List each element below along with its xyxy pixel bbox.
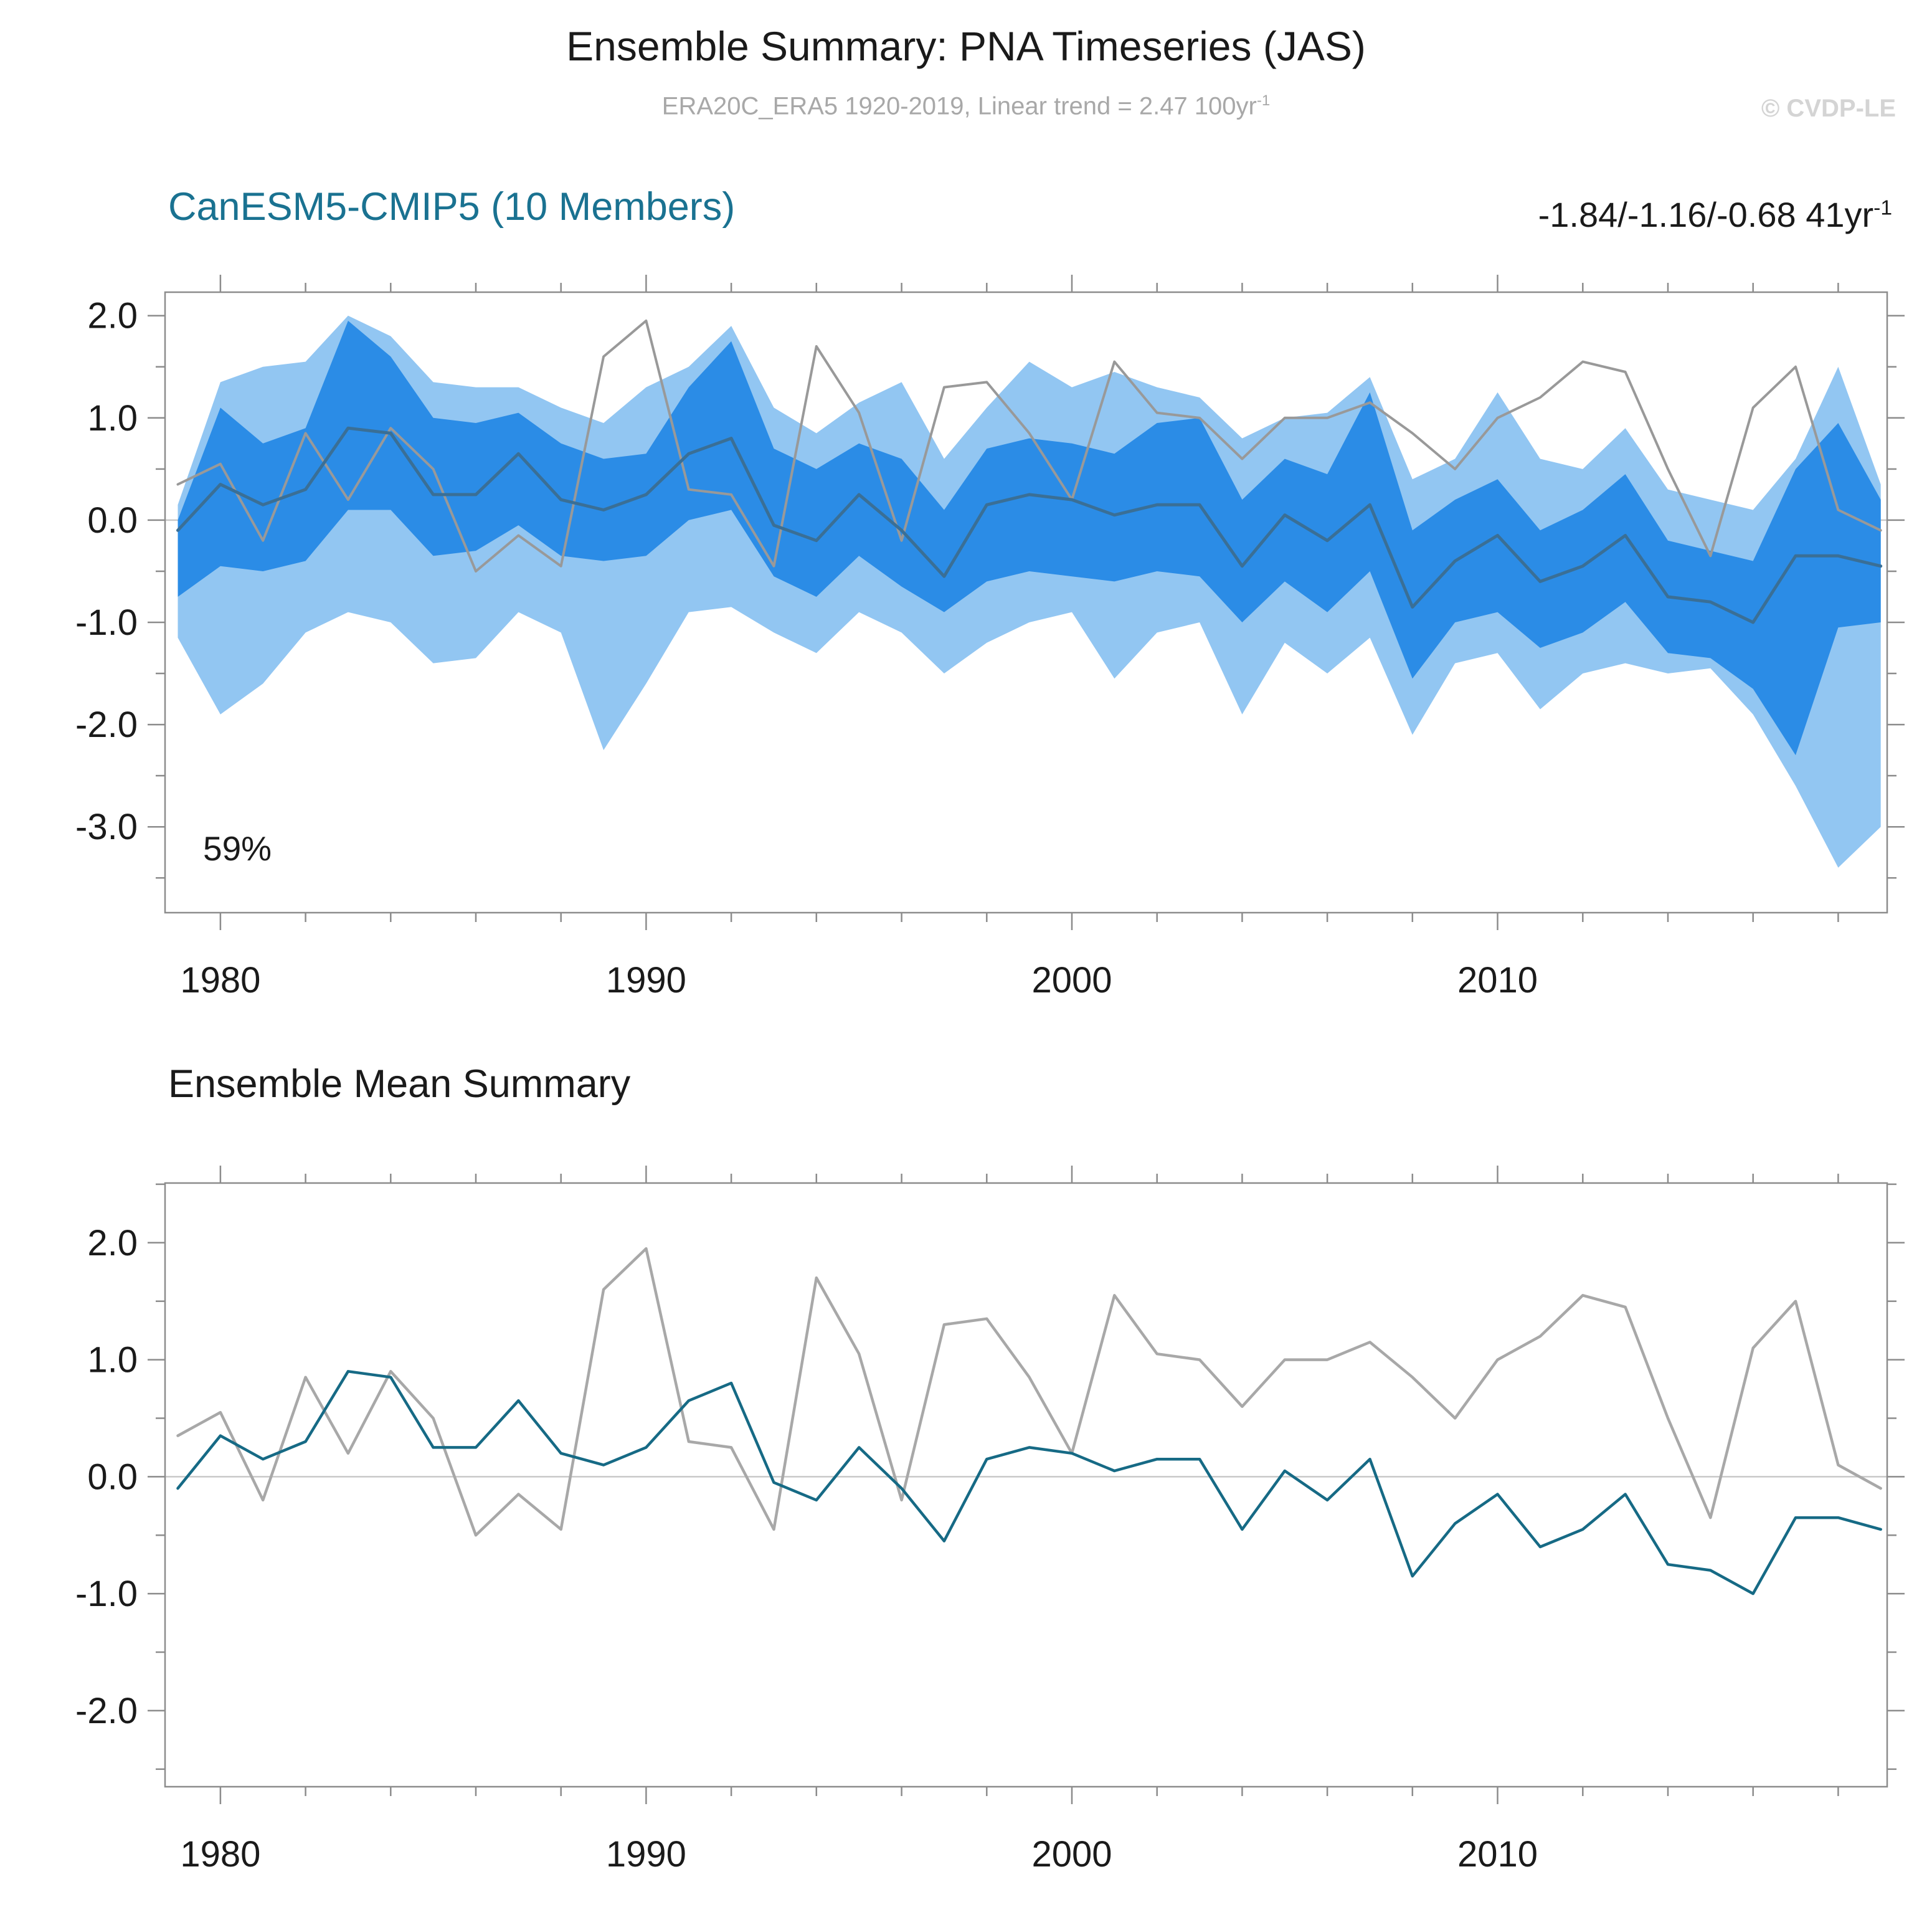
x-tick-label: 2000	[1031, 960, 1112, 1001]
page-title: Ensemble Summary: PNA Timeseries (JAS)	[566, 23, 1366, 69]
x-tick-label: 1990	[606, 1834, 686, 1875]
y-tick-label: 2.0	[87, 1223, 138, 1263]
plot-frame	[164, 291, 1888, 914]
y-tick-label: -2.0	[75, 1691, 138, 1731]
y-tick-label: -1.0	[75, 602, 138, 643]
y-tick-label: -2.0	[75, 705, 138, 745]
panel1-overlap-percentage: 59%	[203, 829, 272, 868]
panel1-trend-exponent: -1	[1873, 196, 1892, 220]
y-tick-label: 0.0	[87, 500, 138, 541]
subtitle: ERA20C_ERA5 1920-2019, Linear trend = 2.…	[0, 92, 1932, 120]
panel-1-chart: 1980 1990 2000 2010 2.0 1.0 0.0 -1.0 -2.0 -3.0	[75, 275, 1905, 1001]
y-tick-label: 0.0	[87, 1457, 138, 1497]
y-tick-label: 1.0	[87, 398, 138, 439]
y-tick-label: 1.0	[87, 1340, 138, 1381]
panel1-trend-stat: -1.84/-1.16/-0.68 41yr-1	[1538, 194, 1892, 235]
panel1-trend-values: -1.84/-1.16/-0.68 41yr	[1538, 195, 1874, 234]
x-tick-label: 1990	[606, 960, 686, 1001]
subtitle-text: ERA20C_ERA5 1920-2019, Linear trend = 2.…	[661, 92, 1257, 120]
ensemble-mean-line	[176, 1370, 1882, 1595]
x-tick-label: 2010	[1457, 1834, 1538, 1875]
y-tick-label: 2.0	[87, 296, 138, 336]
panel-2-chart: 1980 1990 2000 2010 2.0 1.0 0.0 -1.0 -2.0	[75, 1166, 1905, 1875]
observation-line	[176, 319, 1882, 573]
x-tick-label: 1980	[180, 960, 260, 1001]
y-tick-label: -1.0	[75, 1574, 138, 1614]
ensemble-spread-outer-band	[178, 315, 1881, 868]
plot-frame	[164, 1182, 1888, 1788]
ensemble-spread-inner-band	[178, 320, 1881, 756]
x-tick-label: 1980	[180, 1834, 260, 1875]
x-tick-label: 2010	[1457, 960, 1538, 1001]
panel2-title: Ensemble Mean Summary	[168, 1062, 631, 1106]
panel1-title: CanESM5-CMIP5 (10 Members)	[168, 185, 736, 229]
subtitle-exponent: -1	[1256, 92, 1271, 109]
observation-line	[176, 1247, 1882, 1537]
y-tick-label: -3.0	[75, 807, 138, 847]
credit-watermark: © CVDP-LE	[1761, 95, 1896, 122]
ensemble-mean-line	[176, 426, 1883, 624]
x-tick-label: 2000	[1031, 1834, 1112, 1875]
